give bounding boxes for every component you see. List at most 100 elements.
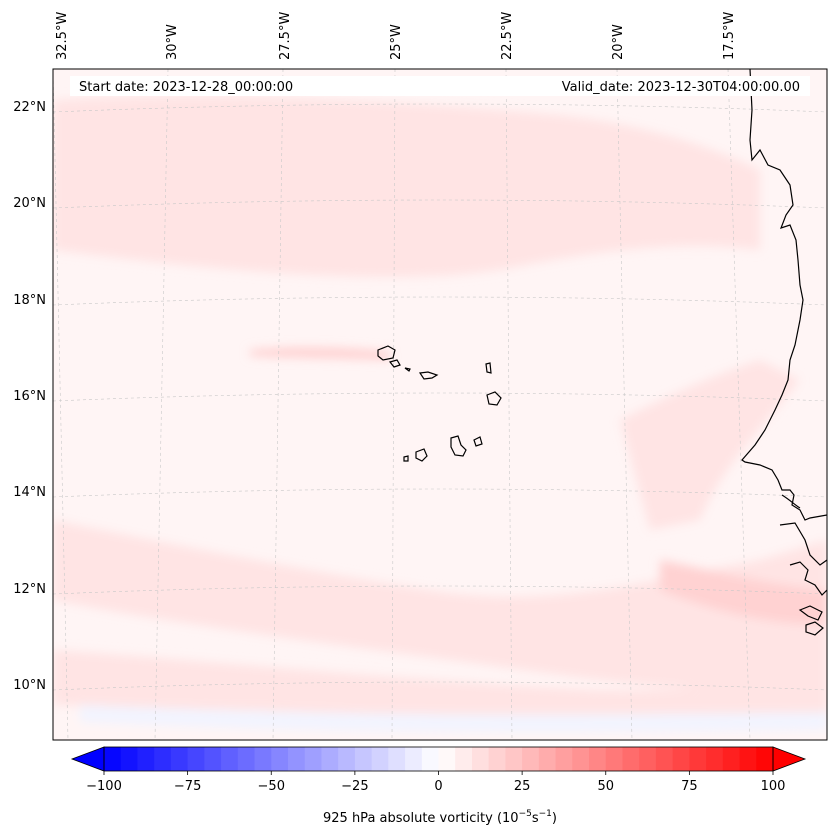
- meridian-line: [154, 69, 169, 740]
- colorbar-cell: [538, 747, 557, 771]
- island-santiago: [450, 435, 467, 457]
- colorbar-label: 925 hPa absolute vorticity (10−5s−1): [323, 809, 557, 826]
- colorbar-tick-label: 25: [514, 779, 531, 794]
- colorbar-tick-label: −25: [341, 779, 368, 794]
- colorbar-tick-label: 50: [597, 779, 614, 794]
- parallel-line: [53, 199, 827, 209]
- colorbar-tick-label: −100: [86, 779, 122, 794]
- island-sal: [485, 362, 492, 374]
- longitude-labels: 32.5°W 30°W 27.5°W 25°W 22.5°W 20°W 17.5…: [55, 12, 737, 60]
- colorbar-cell: [706, 747, 724, 771]
- parallel-line: [53, 103, 827, 113]
- colorbar-cell: [505, 747, 523, 771]
- lon-label: 20°W: [611, 24, 626, 60]
- vorticity-band-far-south: [53, 650, 827, 720]
- colorbar-cell: [522, 747, 540, 771]
- colorbar-cell: [304, 747, 323, 771]
- lon-label: 30°W: [165, 24, 180, 60]
- lat-label: 10°N: [13, 678, 46, 693]
- lon-label: 22.5°W: [500, 12, 515, 60]
- colorbar-ticks: −100 −75 −50 −25 0 25 50 75 100: [86, 771, 785, 794]
- cabo-verde-islands: [377, 345, 502, 462]
- meridian-line: [616, 69, 633, 740]
- lon-label: 17.5°W: [722, 12, 737, 60]
- lon-label: 27.5°W: [278, 12, 293, 60]
- colorbar-cell: [722, 747, 741, 771]
- map-area: [53, 69, 827, 740]
- colorbar-cell: [221, 747, 239, 771]
- colorbar-cell: [622, 747, 640, 771]
- gambia-river-coast: [781, 494, 801, 509]
- colorbar-cell: [354, 747, 373, 771]
- island-santa-luzia: [404, 367, 411, 372]
- gridlines: [53, 69, 827, 740]
- colorbar-cell: [321, 747, 339, 771]
- island-sao-vicente: [388, 359, 401, 368]
- lat-label: 22°N: [13, 100, 46, 115]
- colorbar-cell: [154, 747, 172, 771]
- lat-label: 20°N: [13, 196, 46, 211]
- colorbar-extend-low: [70, 746, 105, 772]
- colorbar-cell: [271, 747, 289, 771]
- parallel-line: [53, 296, 827, 306]
- colorbar-tick-label: 100: [761, 779, 786, 794]
- meridian-line: [53, 69, 69, 740]
- colorbar-cell: [756, 747, 774, 771]
- colorbar-cell: [287, 747, 306, 771]
- title-box: [70, 76, 810, 96]
- island-sao-nicolau: [418, 371, 439, 380]
- vorticity-island-wake: [250, 347, 390, 360]
- colorbar: −100 −75 −50 −25 0 25 50 75 100 925 hPa absolute…: [70, 746, 807, 826]
- island-maio: [473, 436, 483, 447]
- island-fogo: [415, 448, 428, 462]
- start-date-label: Start date: 2023-12-28_00:00:00: [79, 80, 293, 95]
- colorbar-cell: [589, 747, 607, 771]
- colorbar-tick-label: −50: [258, 779, 285, 794]
- island-boa-vista: [486, 391, 502, 406]
- meridian-line: [391, 69, 396, 740]
- colorbar-cell: [405, 747, 423, 771]
- colorbar-cell: [104, 747, 122, 771]
- colorbar-tick-label: −75: [174, 779, 201, 794]
- colorbar-cell: [371, 747, 389, 771]
- lon-label: 25°W: [389, 24, 404, 60]
- map-frame: [52, 68, 828, 741]
- parallel-line: [53, 681, 827, 691]
- africa-coastline: [741, 69, 827, 521]
- colorbar-cell: [170, 747, 189, 771]
- meridian-line: [727, 69, 751, 740]
- colorbar-cell: [555, 747, 573, 771]
- lat-label: 18°N: [13, 293, 46, 308]
- lat-label: 16°N: [13, 389, 46, 404]
- colorbar-cell: [421, 747, 440, 771]
- colorbar-cell: [488, 747, 506, 771]
- colorbar-cell: [254, 747, 272, 771]
- colorbar-cell: [605, 747, 624, 771]
- colorbar-cell: [338, 747, 356, 771]
- colorbar-cell: [237, 747, 256, 771]
- lat-label: 14°N: [13, 485, 46, 500]
- island-santo-antao: [377, 345, 396, 361]
- colorbar-cell: [120, 747, 139, 771]
- parallel-line: [53, 585, 827, 595]
- guinea-bissau-coastline: [779, 522, 827, 636]
- colorbar-cell: [438, 747, 456, 771]
- lon-label: 32.5°W: [55, 12, 70, 60]
- colorbar-cells: [104, 747, 774, 771]
- colorbar-tick-label: 0: [434, 779, 442, 794]
- island-brava: [403, 455, 409, 462]
- colorbar-cell: [655, 747, 674, 771]
- vorticity-maximum-coast: [660, 560, 827, 625]
- colorbar-cell: [689, 747, 707, 771]
- colorbar-cell: [204, 747, 222, 771]
- colorbar-cell: [187, 747, 205, 771]
- vorticity-negative-strip: [80, 705, 827, 733]
- colorbar-cell: [388, 747, 406, 771]
- colorbar-cell: [672, 747, 690, 771]
- colorbar-cell: [572, 747, 590, 771]
- colorbar-cell: [137, 747, 155, 771]
- colorbar-cell: [639, 747, 657, 771]
- latitude-labels: 22°N 20°N 18°N 16°N 14°N 12°N 10°N: [13, 100, 46, 693]
- colorbar-cell: [739, 747, 757, 771]
